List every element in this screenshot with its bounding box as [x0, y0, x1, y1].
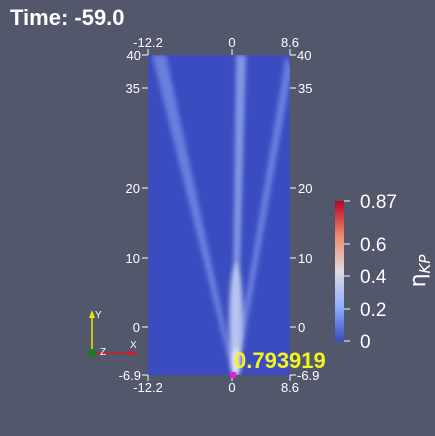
orientation-x-label: X — [130, 340, 137, 351]
colorbar-title: ηKP — [406, 254, 434, 288]
y-left-tick-label: 10 — [126, 251, 140, 266]
x-bottom-tick-label: -12.2 — [133, 380, 163, 395]
x-top-tick-label: 0 — [228, 35, 235, 50]
bottom-axis — [147, 375, 291, 381]
probe-marker[interactable] — [230, 372, 236, 378]
colorbar-tick-label: 0.4 — [360, 267, 387, 288]
y-right-tick-label: 20 — [298, 181, 312, 196]
colorbar-tick-label: 0.2 — [360, 300, 386, 321]
time-label: Time: -59.0 — [10, 5, 125, 30]
y-left-tick-label: -6.9 — [119, 368, 141, 383]
wave-beams — [152, 55, 290, 375]
colorbar-title-symbol: η — [406, 273, 431, 287]
top-axis — [147, 49, 291, 55]
x-bottom-tick-label: 8.6 — [281, 380, 299, 395]
svg-text:ηKP: ηKP — [406, 254, 434, 288]
left-axis — [142, 54, 148, 376]
probe-value: 0.793919 — [234, 348, 326, 373]
y-left-tick-label: 20 — [126, 181, 140, 196]
orientation-axes: Y Z X — [88, 310, 138, 358]
colorbar-tick-label: 0.6 — [360, 235, 386, 256]
colorbar — [335, 201, 344, 341]
colorbar-tick-label: 0.87 — [360, 192, 397, 213]
x-bottom-tick-label: 0 — [228, 380, 235, 395]
y-right-tick-label: -6.9 — [297, 368, 319, 383]
x-top-tick-label: 8.6 — [281, 35, 299, 50]
orientation-z-label: Z — [100, 347, 106, 358]
colorbar-title-subscript: KP — [416, 254, 434, 274]
x-top-tick-label: -12.2 — [133, 35, 163, 50]
y-right-tick-label: 0 — [298, 320, 305, 335]
right-axis — [290, 54, 296, 376]
colorbar-tick-label: 0 — [360, 332, 371, 353]
y-right-tick-label: 40 — [297, 48, 311, 63]
orientation-y-label: Y — [95, 310, 102, 321]
colorbar-ticks — [344, 200, 350, 342]
y-right-tick-label: 10 — [298, 251, 312, 266]
y-left-tick-label: 35 — [126, 81, 140, 96]
y-left-tick-label: 0 — [133, 320, 140, 335]
y-left-tick-label: 40 — [127, 48, 141, 63]
y-right-tick-label: 35 — [298, 81, 312, 96]
